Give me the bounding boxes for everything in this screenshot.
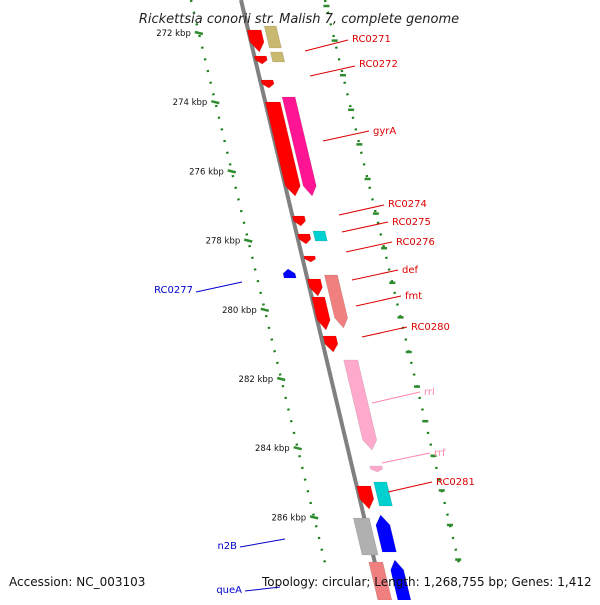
genome-tracks — [189, 0, 462, 601]
scale-tick-label: 284 kbp — [255, 444, 290, 454]
gene-label: def — [402, 265, 419, 276]
gene-label: RC0271 — [352, 34, 391, 45]
scale-tick — [194, 30, 204, 36]
backbone-line — [239, 0, 386, 601]
gene-label: gyrA — [373, 126, 396, 137]
gene-feature-rc0271 — [246, 29, 265, 53]
gene-label: RC0277 — [154, 285, 193, 296]
gene-feature-rc0280 — [322, 335, 339, 353]
gene-feature-cyan-1 — [312, 230, 328, 242]
gene-feature-n2b — [375, 514, 397, 553]
gene-feature-olive-2 — [269, 51, 286, 63]
scale-tick — [276, 376, 286, 382]
gene-feature-fmt — [311, 296, 331, 331]
gene-label-leader — [381, 452, 431, 464]
gene-feature-rc0281 — [356, 485, 375, 510]
scale-tick — [260, 307, 270, 313]
gene-label: n2B — [217, 541, 237, 552]
gene-label: RC0272 — [359, 59, 398, 70]
gene-feature-gyra-pink — [281, 96, 317, 197]
gene-label-leader — [195, 281, 243, 293]
gene-feature-small-1 — [260, 79, 275, 89]
gene-label-leader — [239, 538, 286, 548]
scale-tick-label: 286 kbp — [272, 513, 307, 523]
gene-label-leader — [345, 241, 393, 253]
scale-ruler: 272 kbp 274 kbp 276 kbp 278 kbp 280 kbp 282 k… — [156, 4, 462, 561]
gene-label-leader — [244, 586, 281, 592]
gene-feature-fmt-salmon — [324, 274, 348, 329]
gene-feature-def — [307, 278, 323, 297]
gene-label-leader — [387, 481, 433, 493]
gene-label-leader — [351, 269, 399, 281]
gene-label: RC0275 — [392, 217, 431, 228]
scale-tick-label: 278 kbp — [206, 237, 241, 247]
scale-tick-label: 274 kbp — [173, 98, 208, 108]
scale-tick — [309, 515, 319, 520]
topology-text: Topology: circular; Length: 1,268,755 bp… — [261, 575, 592, 589]
gene-label: rrf — [434, 448, 446, 459]
gene-label-leader — [338, 204, 385, 216]
scale-tick-label: 280 kbp — [222, 306, 257, 316]
gene-label: RC0276 — [396, 237, 435, 248]
scale-tick — [227, 169, 237, 174]
inner-dotted-track — [189, 0, 328, 571]
scale-tick-label: 276 kbp — [189, 167, 224, 177]
map-title: Rickettsia conorii str. Malish 7, comple… — [139, 12, 459, 27]
gene-feature-gyra — [264, 101, 301, 197]
gene-feature-rc0272 — [253, 55, 268, 65]
scale-tick — [211, 99, 220, 105]
gene-feature-olive-1 — [263, 25, 282, 49]
scale-tick-label: 272 kbp — [156, 29, 191, 39]
gene-label-leader — [304, 39, 349, 52]
gene-label-leader — [309, 65, 356, 77]
gene-labels: RC0271 RC0272 gyrA RC0274 RC0275 RC0276 RC0277… — [154, 34, 475, 596]
gene-feature-rrl — [343, 359, 378, 451]
gene-feature-cyan-2 — [373, 481, 393, 507]
scale-tick — [243, 238, 253, 243]
gene-label: queA — [216, 585, 242, 596]
scale-tick — [293, 445, 302, 451]
gene-label: RC0280 — [411, 322, 450, 333]
outer-dotted-track — [323, 0, 462, 571]
gene-label-leader — [341, 221, 389, 233]
gene-label-leader — [361, 326, 408, 338]
gene-label: rrl — [424, 387, 435, 398]
gene-feature-rrf — [369, 465, 383, 473]
gene-feature-rc0277 — [282, 268, 297, 279]
gene-label: fmt — [405, 291, 422, 302]
accession-text: Accession: NC_003103 — [9, 575, 145, 589]
scale-tick-label: 282 kbp — [239, 375, 274, 385]
gene-feature-gray — [352, 517, 379, 556]
gene-label: RC0281 — [436, 477, 475, 488]
gene-feature-rc0276 — [303, 255, 316, 263]
gene-feature-rc0275 — [297, 233, 312, 245]
gene-label-leader — [355, 295, 402, 307]
gene-feature-rc0274 — [292, 215, 306, 227]
gene-features — [246, 25, 412, 601]
gene-label: RC0274 — [388, 199, 427, 210]
gene-label-leader — [322, 130, 370, 142]
gene-label-leader — [371, 391, 421, 404]
